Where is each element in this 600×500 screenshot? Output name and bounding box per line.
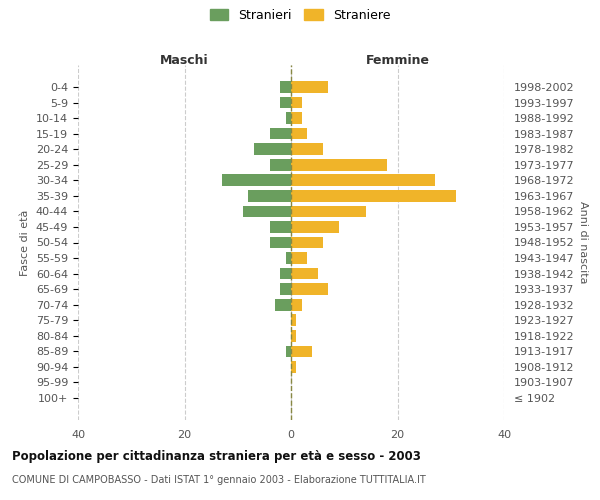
Bar <box>291 174 435 186</box>
Bar <box>291 299 302 310</box>
Bar <box>291 128 307 140</box>
Bar <box>291 330 296 342</box>
Bar <box>270 128 291 140</box>
Bar <box>280 81 291 93</box>
Bar <box>291 190 456 202</box>
Bar <box>254 144 291 155</box>
Bar <box>280 284 291 295</box>
Y-axis label: Fasce di età: Fasce di età <box>20 210 31 276</box>
Bar <box>291 346 313 357</box>
Bar <box>270 159 291 170</box>
Bar <box>248 190 291 202</box>
Y-axis label: Anni di nascita: Anni di nascita <box>578 201 589 284</box>
Bar <box>286 252 291 264</box>
Bar <box>270 221 291 233</box>
Bar <box>270 236 291 248</box>
Text: COMUNE DI CAMPOBASSO - Dati ISTAT 1° gennaio 2003 - Elaborazione TUTTITALIA.IT: COMUNE DI CAMPOBASSO - Dati ISTAT 1° gen… <box>12 475 426 485</box>
Bar <box>222 174 291 186</box>
Bar <box>291 284 328 295</box>
Bar <box>291 159 387 170</box>
Text: Femmine: Femmine <box>365 54 430 66</box>
Bar <box>291 96 302 108</box>
Bar <box>291 112 302 124</box>
Bar <box>280 96 291 108</box>
Text: Maschi: Maschi <box>160 54 209 66</box>
Bar <box>291 314 296 326</box>
Bar <box>291 236 323 248</box>
Bar <box>291 206 365 217</box>
Bar <box>286 346 291 357</box>
Bar <box>286 112 291 124</box>
Bar <box>291 221 339 233</box>
Bar <box>280 268 291 280</box>
Bar <box>291 81 328 93</box>
Text: Popolazione per cittadinanza straniera per età e sesso - 2003: Popolazione per cittadinanza straniera p… <box>12 450 421 463</box>
Bar <box>243 206 291 217</box>
Bar <box>291 268 317 280</box>
Bar <box>291 144 323 155</box>
Legend: Stranieri, Straniere: Stranieri, Straniere <box>209 8 391 22</box>
Bar <box>275 299 291 310</box>
Bar <box>291 361 296 373</box>
Bar <box>291 252 307 264</box>
